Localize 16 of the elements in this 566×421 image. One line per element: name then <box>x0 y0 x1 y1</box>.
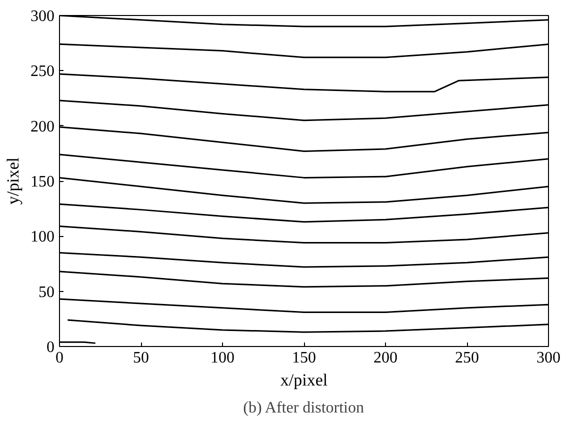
x-tick-label: 100 <box>210 350 234 366</box>
y-tick-label: 200 <box>30 118 54 136</box>
y-axis-title: y/pixel <box>4 157 22 205</box>
y-tick-label: 50 <box>38 284 54 301</box>
y-tick-label: 250 <box>30 63 54 80</box>
y-tick-label: 0 <box>46 339 54 356</box>
y-tick-label: 100 <box>30 228 54 246</box>
x-tick-label: 50 <box>133 350 149 366</box>
x-tick-label: 200 <box>374 350 398 366</box>
text: (b) After distortion <box>243 400 364 416</box>
x-axis-title: x/pixel <box>280 370 328 390</box>
x-tick-label: 300 <box>536 350 560 366</box>
x-tick-label: 250 <box>455 350 479 366</box>
y-tick-label: 150 <box>30 174 54 190</box>
x-tick-label: 150 <box>292 350 316 366</box>
y-tick-label: 300 <box>30 8 54 25</box>
